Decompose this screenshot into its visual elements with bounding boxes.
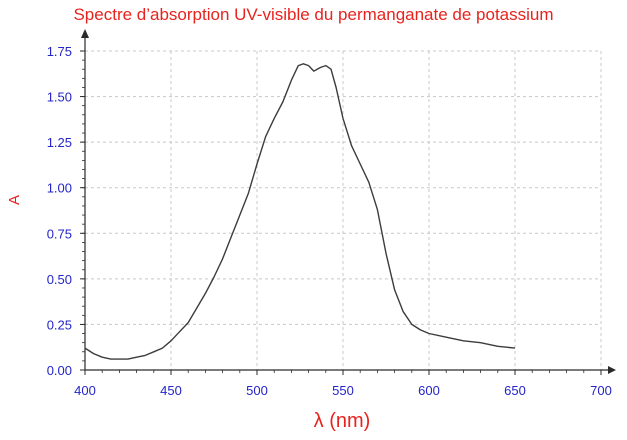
y-tick-label: 1.00 [47,181,72,196]
y-tick-label: 1.50 [47,90,72,105]
series-line [84,63,516,360]
x-axis-arrow [608,366,616,374]
y-axis-arrow [81,29,89,38]
x-tick-label: 650 [504,383,526,398]
y-tick-label: 0.75 [47,226,72,241]
tick-marks [80,50,602,375]
x-tick-label: 400 [74,383,96,398]
x-tick-labels: 400 450 500 550 600 650 700 [74,383,612,398]
y-tick-label: 0.50 [47,272,72,287]
y-tick-label: 0.00 [47,363,72,378]
x-tick-label: 500 [246,383,268,398]
y-tick-label: 0.25 [47,317,72,332]
x-tick-label: 700 [590,383,612,398]
y-tick-label: 1.75 [47,44,72,59]
chart-title: Spectre d’absorption UV-visible du perma… [73,5,554,24]
y-tick-label: 1.25 [47,135,72,150]
y-axis-title: A [6,195,23,205]
x-tick-label: 450 [160,383,182,398]
x-tick-label: 550 [332,383,354,398]
x-tick-label: 600 [418,383,440,398]
gridlines [85,50,602,370]
y-tick-labels: 0.00 0.25 0.50 0.75 1.00 1.25 1.50 1.75 [47,44,72,378]
x-axis-title: λ (nm) [314,410,371,432]
axes [81,29,616,374]
